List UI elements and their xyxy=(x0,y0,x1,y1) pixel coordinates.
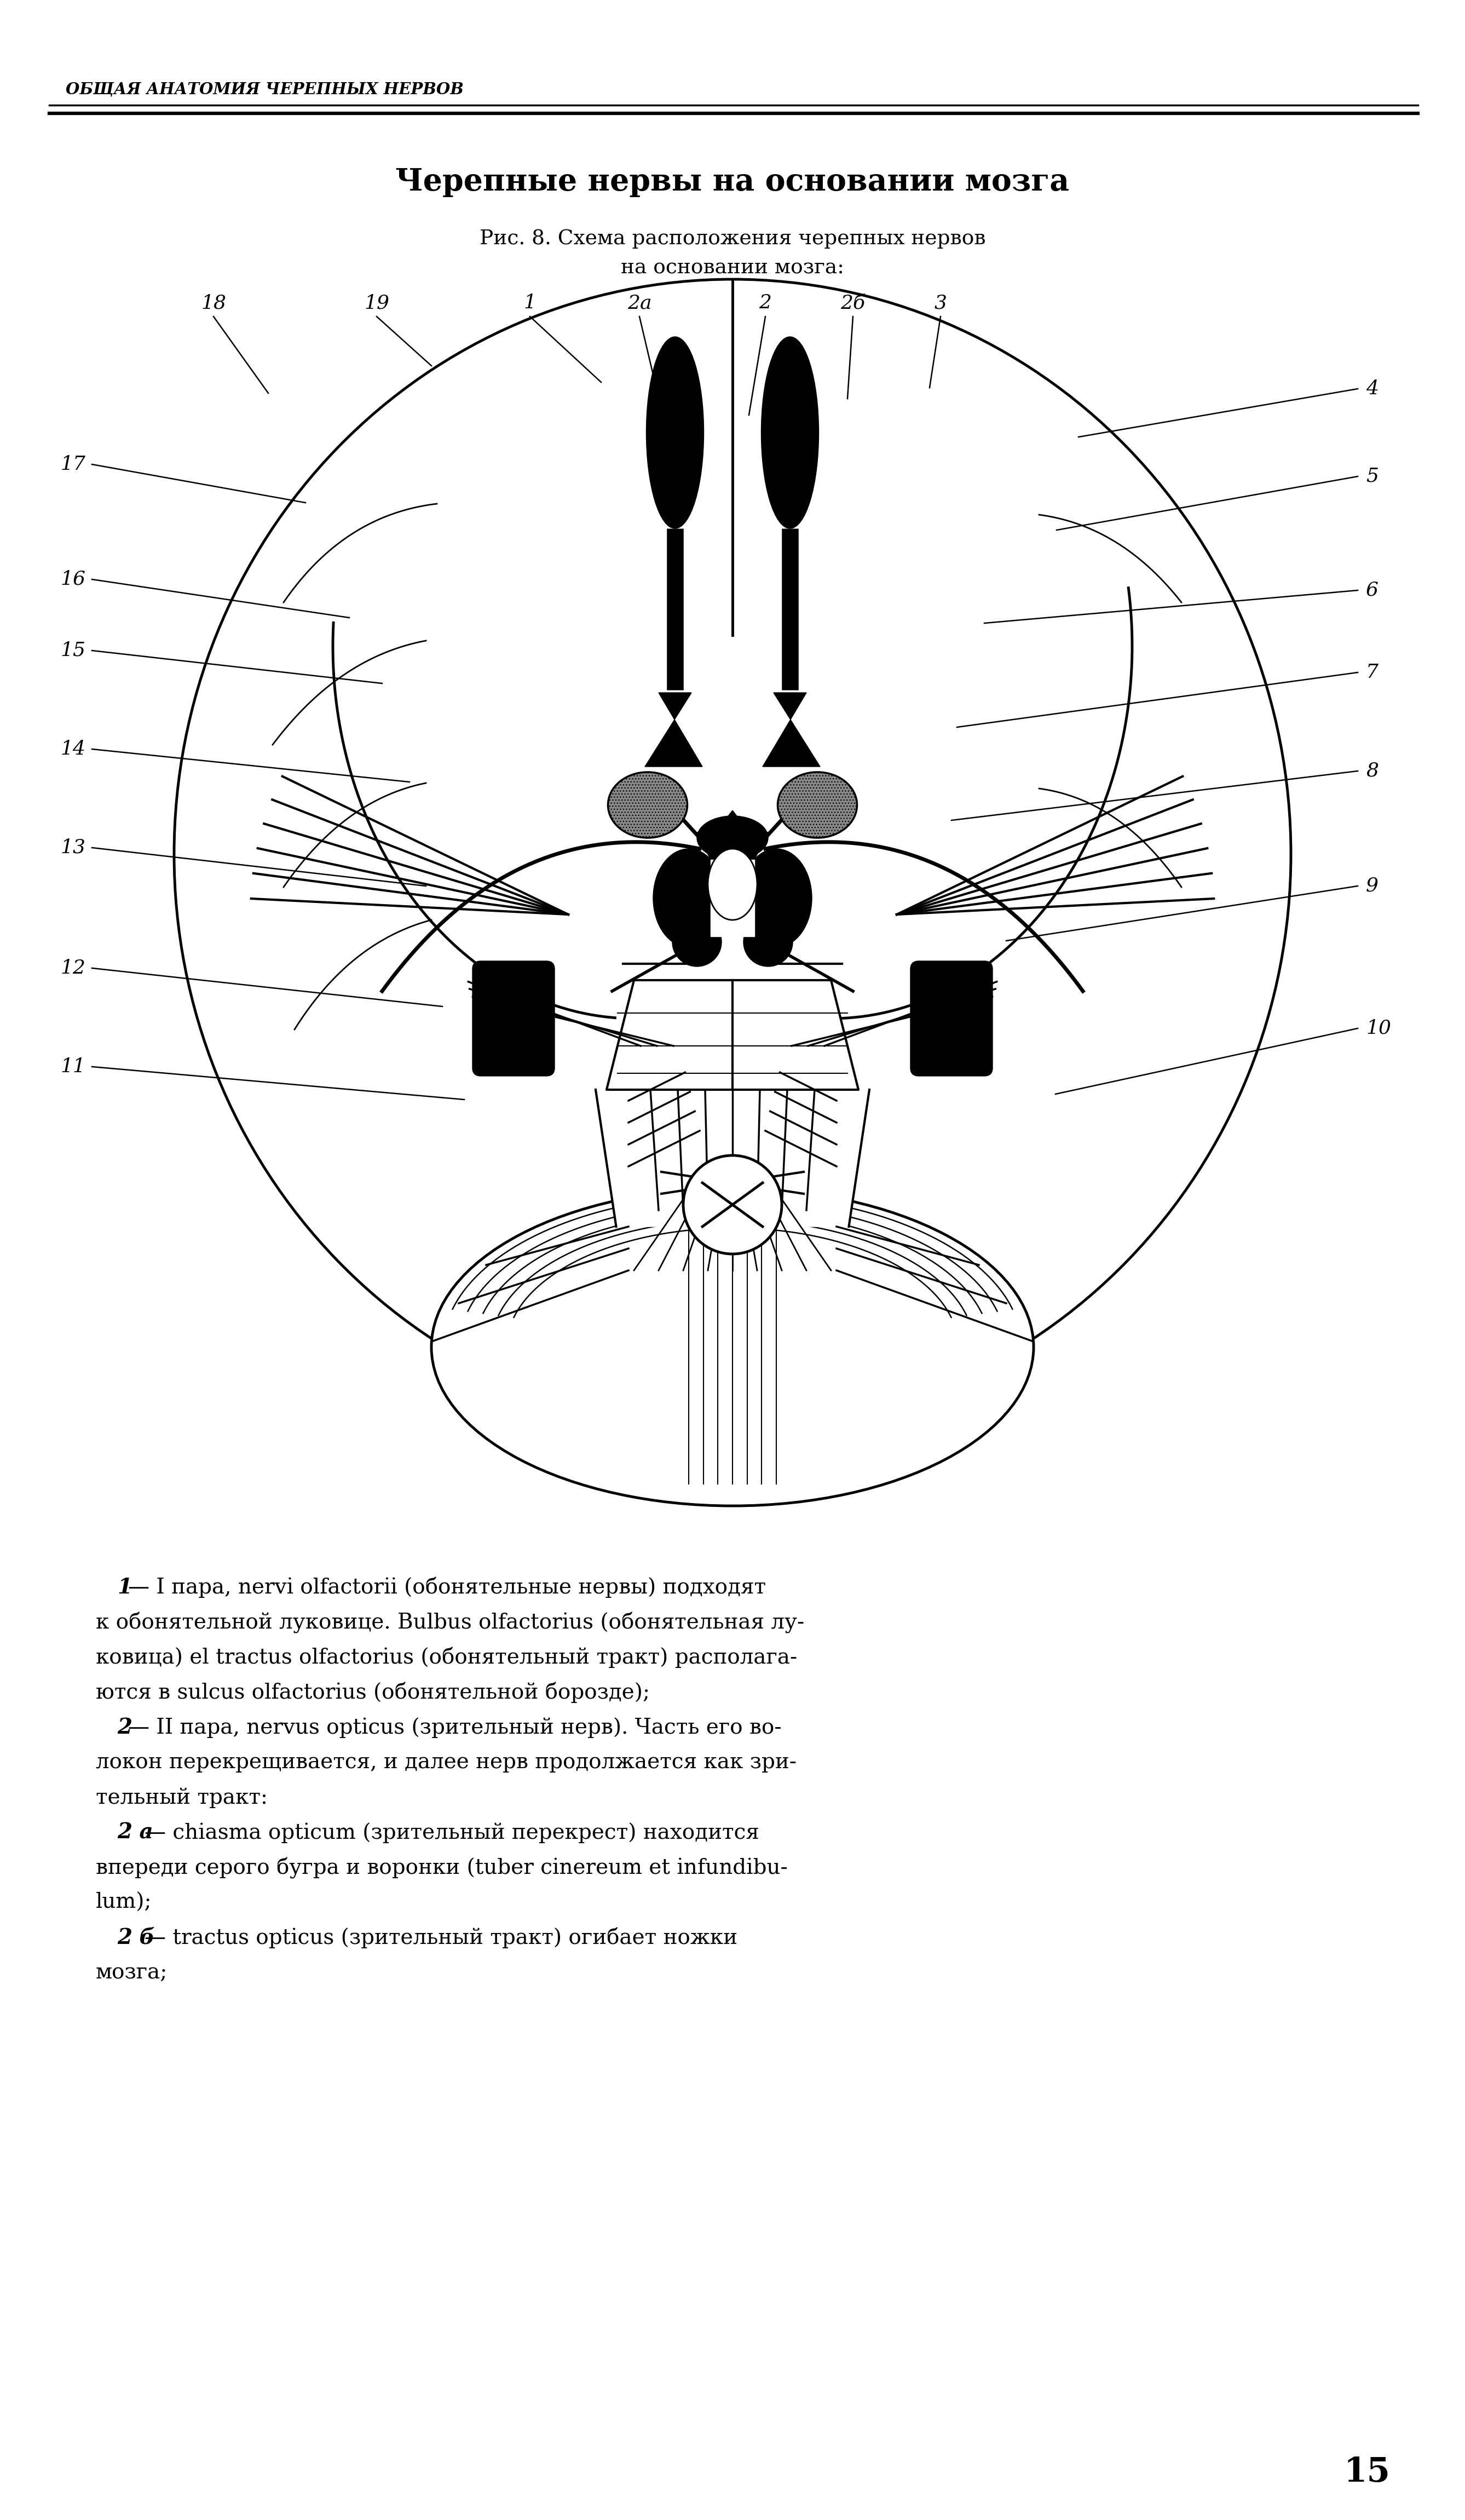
Text: 2a: 2a xyxy=(627,292,652,312)
Text: ОБЩАЯ АНАТОМИЯ ЧЕРЕПНЫХ НЕРВОВ: ОБЩАЯ АНАТОМИЯ ЧЕРЕПНЫХ НЕРВОВ xyxy=(66,81,463,96)
Text: 13: 13 xyxy=(60,839,85,857)
Text: 3: 3 xyxy=(935,292,946,312)
Ellipse shape xyxy=(778,771,857,837)
Text: 6: 6 xyxy=(1365,582,1379,600)
Polygon shape xyxy=(763,693,820,766)
Text: — II пара, nervus opticus (зрительный нерв). Часть его во-: — II пара, nervus opticus (зрительный не… xyxy=(127,1716,781,1739)
Polygon shape xyxy=(705,811,760,847)
Text: 1: 1 xyxy=(523,292,536,312)
Text: ются в sulcus olfactorius (обонятельной борозде);: ются в sulcus olfactorius (обонятельной … xyxy=(95,1683,650,1704)
FancyBboxPatch shape xyxy=(910,960,993,1076)
Text: Черепные нервы на основании мозга: Черепные нервы на основании мозга xyxy=(396,166,1069,197)
Text: 2: 2 xyxy=(759,292,772,312)
Text: 4: 4 xyxy=(1365,381,1379,398)
Circle shape xyxy=(743,917,793,968)
Polygon shape xyxy=(596,1089,869,1227)
Ellipse shape xyxy=(646,338,703,529)
Ellipse shape xyxy=(697,816,768,859)
Polygon shape xyxy=(607,980,858,1089)
Text: 8: 8 xyxy=(1365,761,1379,781)
Ellipse shape xyxy=(708,849,757,920)
Text: 7: 7 xyxy=(1365,663,1379,683)
Text: впереди серого бугра и воронки (tuber cinereum et infundibu-: впереди серого бугра и воронки (tuber ci… xyxy=(95,1857,788,1880)
Text: 2 б: 2 б xyxy=(117,1928,155,1948)
Text: 2б: 2б xyxy=(841,292,866,312)
Text: 18: 18 xyxy=(201,292,226,312)
Text: — tractus opticus (зрительный тракт) огибает ножки: — tractus opticus (зрительный тракт) оги… xyxy=(145,1928,737,1948)
Ellipse shape xyxy=(741,849,812,948)
Text: 14: 14 xyxy=(60,741,85,759)
Text: тельный тракт:: тельный тракт: xyxy=(95,1787,268,1807)
Text: к обонятельной луковице. Bulbus olfactorius (обонятельная лу-: к обонятельной луковице. Bulbus olfactor… xyxy=(95,1613,804,1633)
Text: 10: 10 xyxy=(1365,1018,1392,1038)
Ellipse shape xyxy=(762,338,819,529)
Text: — I пара, nervi olfactorii (обонятельные нервы) подходят: — I пара, nervi olfactorii (обонятельные… xyxy=(127,1578,766,1598)
Text: 15: 15 xyxy=(60,640,85,660)
Text: lum);: lum); xyxy=(95,1893,152,1913)
Text: Рис. 8. Схема расположения черепных нервов: Рис. 8. Схема расположения черепных нерв… xyxy=(479,229,986,249)
Text: 19: 19 xyxy=(365,292,390,312)
Ellipse shape xyxy=(608,771,687,837)
Text: 15: 15 xyxy=(1343,2457,1390,2490)
Text: мозга;: мозга; xyxy=(95,1963,167,1983)
Circle shape xyxy=(672,917,722,968)
FancyBboxPatch shape xyxy=(472,960,555,1076)
Text: локон перекрещивается, и далее нерв продолжается как зри-: локон перекрещивается, и далее нерв прод… xyxy=(95,1751,797,1772)
Text: 9: 9 xyxy=(1365,877,1379,895)
Text: 2: 2 xyxy=(117,1716,132,1739)
Text: 12: 12 xyxy=(60,958,85,978)
Text: на основании мозга:: на основании мозга: xyxy=(621,260,844,277)
Text: — chiasma opticum (зрительный перекрест) находится: — chiasma opticum (зрительный перекрест)… xyxy=(145,1822,759,1842)
Polygon shape xyxy=(697,832,768,859)
Polygon shape xyxy=(645,693,702,766)
Text: 16: 16 xyxy=(60,570,85,590)
Ellipse shape xyxy=(653,849,724,948)
Ellipse shape xyxy=(431,1189,1034,1507)
Circle shape xyxy=(683,1154,782,1255)
Text: ковица) el tractus olfactorius (обонятельный тракт) располага-: ковица) el tractus olfactorius (обонятел… xyxy=(95,1648,797,1668)
Text: 11: 11 xyxy=(60,1058,85,1076)
Text: 5: 5 xyxy=(1365,466,1379,486)
Text: 17: 17 xyxy=(60,456,85,474)
Text: 2 а: 2 а xyxy=(117,1822,154,1842)
Polygon shape xyxy=(711,859,754,937)
Text: 1: 1 xyxy=(117,1578,132,1598)
